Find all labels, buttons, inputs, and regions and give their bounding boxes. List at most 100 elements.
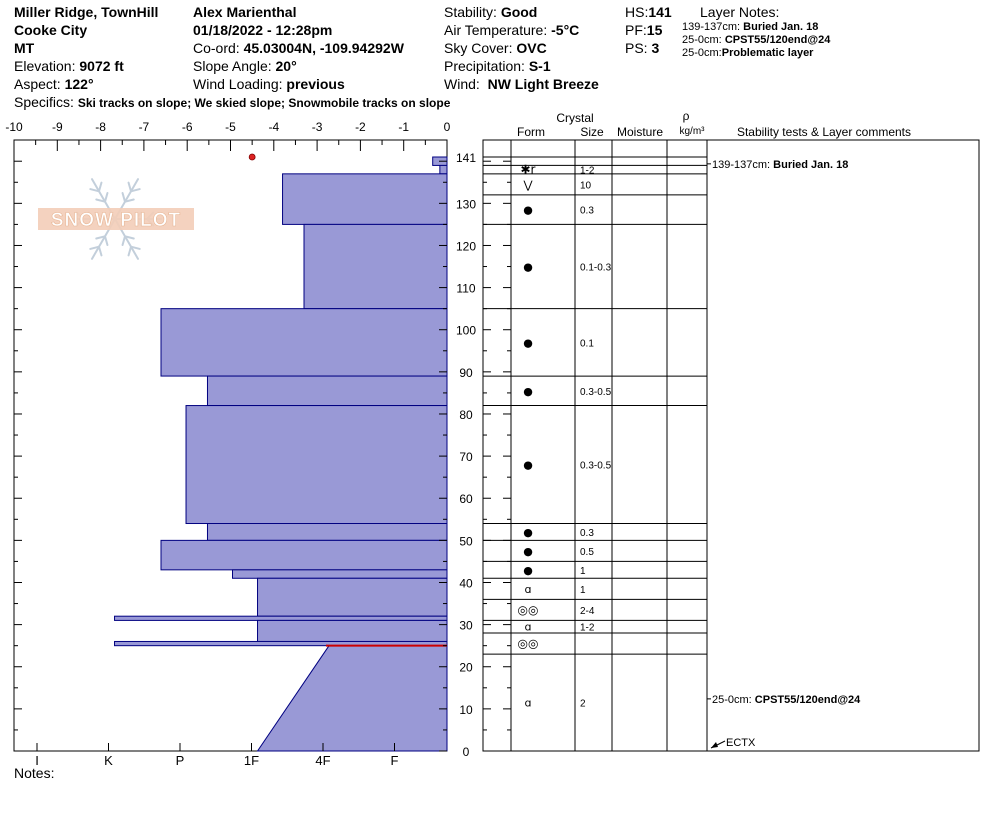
hardness-layer-bar: [439, 164, 448, 175]
hardness-layer-bar: [282, 173, 448, 225]
hardness-layer-bar: [256, 645, 448, 752]
depth-tick-label: 10: [459, 703, 473, 717]
temp-tick-label: -8: [95, 120, 106, 134]
hardness-layer-bar: [206, 375, 448, 407]
crystal-size: 0.1-0.3: [580, 263, 612, 274]
hardness-layer-bar: [114, 615, 448, 621]
crystal-size: 0.3-0.5: [580, 387, 612, 398]
layer-comment: 139-137cm: Buried Jan. 18: [712, 159, 848, 171]
observer-info: Alex Marienthal 01/18/2022 - 12:28pm Co-…: [193, 3, 404, 93]
crystal-form-icon: ●: [523, 336, 533, 349]
crystal-form-icon: ◎◎: [518, 637, 539, 651]
profile-header: Miller Ridge, TownHill Cooke City MT Ele…: [0, 0, 994, 112]
hardness-layer-bar: [160, 308, 448, 377]
precip-value: S-1: [528, 58, 551, 74]
test-marker-arrow-icon: [711, 742, 718, 748]
crystal-form-icon: ✱r: [521, 163, 536, 177]
header-comments: Stability tests & Layer comments: [737, 125, 911, 139]
crystal-form-icon: ●: [523, 459, 533, 472]
slope-label: Slope Angle:: [193, 58, 272, 74]
slope-value: 20°: [275, 58, 297, 74]
aspect-value: 122°: [64, 76, 94, 92]
crystal-size: 2: [580, 699, 586, 710]
depth-tick-label: 110: [456, 282, 475, 296]
hardness-tick-label: 4F: [315, 753, 330, 768]
test-marker-label: ECTX: [726, 737, 756, 749]
depth-tick-label: 100: [456, 324, 476, 338]
depth-tick-label: 141: [456, 151, 476, 165]
layer-note-text: Buried Jan. 18: [743, 21, 819, 33]
specifics-row: Specifics: Ski tracks on slope; We skied…: [14, 94, 450, 110]
layer-comment: 25-0cm: CPST55/120end@24: [712, 694, 861, 706]
depth-info: HS:141 PF:15 PS: 3: [625, 3, 672, 57]
crystal-size: 1-2: [580, 166, 595, 177]
crystal-size: 0.3-0.5: [580, 461, 612, 472]
hardness-tick-label: P: [176, 753, 185, 768]
stability-row: Stability: Good: [444, 3, 599, 21]
aspect-label: Aspect:: [14, 76, 61, 92]
ps-label: PS:: [625, 40, 648, 56]
state-name: MT: [14, 40, 35, 56]
hardness-layer-bar: [303, 223, 448, 310]
pf-row: PF:15: [625, 21, 672, 39]
layer-note-range: 25-0cm:: [682, 34, 722, 46]
pf-label: PF:: [625, 22, 647, 38]
temp-tick-label: -9: [52, 120, 63, 134]
air-temp-label: Air Temperature:: [444, 22, 548, 38]
wind-loading-value: previous: [286, 76, 345, 92]
temp-tick-label: -7: [139, 120, 150, 134]
crystal-size: 10: [580, 180, 592, 191]
temp-tick-label: -3: [312, 120, 323, 134]
crystal-form-icon: ɑ: [525, 583, 532, 596]
watermark-logo: SNOW PILOT: [51, 210, 181, 231]
temp-tick-label: -1: [398, 120, 409, 134]
header-crystal: Crystal: [556, 111, 593, 125]
location-name: Miller Ridge, TownHill: [14, 4, 159, 20]
hardness-layer-bar: [257, 577, 448, 617]
crystal-size: 1-2: [580, 623, 595, 634]
depth-tick-label: 0: [463, 745, 470, 759]
weather-info: Stability: Good Air Temperature: -5°C Sk…: [444, 3, 599, 93]
header-size: Size: [580, 125, 604, 139]
crystal-size: 1: [580, 566, 586, 577]
coord-label: Co-ord:: [193, 40, 240, 56]
temperature-point: [248, 153, 256, 161]
layer-note-text: CPST55/120end@24: [724, 34, 831, 46]
wind-label: Wind:: [444, 76, 480, 92]
stability-value: Good: [500, 4, 538, 20]
crystal-form-icon: ●: [523, 385, 533, 398]
crystal-size: 0.3: [580, 206, 594, 217]
layer-note-range: 25-0cm:: [682, 47, 722, 59]
specifics-value: Ski tracks on slope; We skied slope; Sno…: [77, 96, 451, 110]
crystal-size: 0.3: [580, 528, 594, 539]
pf-value: 15: [646, 22, 663, 38]
layer-table-frame: [482, 139, 980, 752]
coord-row: Co-ord: 45.03004N, -109.94292W: [193, 39, 404, 57]
watermark-band: [38, 208, 194, 230]
stability-label: Stability:: [444, 4, 497, 20]
depth-tick-label: 90: [459, 366, 473, 380]
hs-label: HS:: [625, 4, 649, 20]
header-rho: ρ: [683, 109, 690, 123]
aspect-row: Aspect: 122°: [14, 75, 158, 93]
wind-loading-label: Wind Loading:: [193, 76, 283, 92]
ps-row: PS: 3: [625, 39, 672, 57]
elevation-value: 9072 ft: [79, 58, 124, 74]
depth-tick-label: 80: [459, 408, 473, 422]
crystal-form-icon: ⋁: [522, 178, 533, 191]
hs-row: HS:141: [625, 3, 672, 21]
sky-row: Sky Cover: OVC: [444, 39, 599, 57]
slope-row: Slope Angle: 20°: [193, 57, 404, 75]
crystal-form-icon: ●: [523, 526, 533, 539]
coord-value: 45.03004N, -109.94292W: [243, 40, 404, 56]
notes-label: Notes:: [14, 765, 55, 781]
crystal-form-icon: ●: [523, 204, 533, 217]
crystal-size: 2-4: [580, 606, 595, 617]
crystal-form-icon: ɑ: [525, 697, 532, 710]
hardness-tick-label: I: [35, 753, 39, 768]
hardness-layer-bar: [160, 539, 448, 571]
layer-note: 25-0cm:Problematic layer: [682, 47, 830, 60]
specifics-label: Specifics:: [14, 94, 74, 110]
precip-label: Precipitation:: [444, 58, 525, 74]
temp-tick-label: -2: [355, 120, 366, 134]
